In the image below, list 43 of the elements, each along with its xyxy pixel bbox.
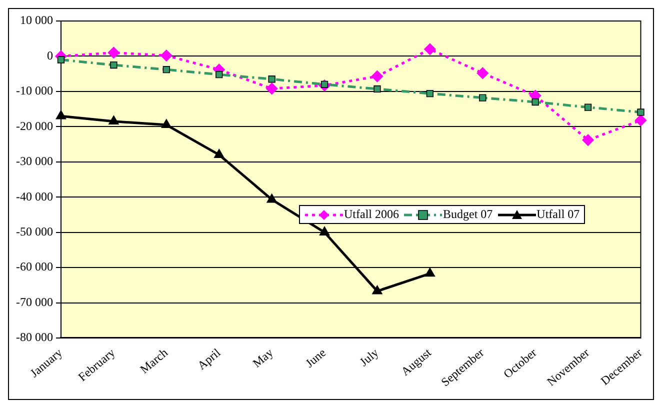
y-tick-label: -10 000 (16, 84, 53, 98)
point (266, 82, 278, 95)
point (110, 61, 118, 69)
x-tick-label: May (250, 345, 276, 370)
x-tick-label: July (356, 345, 382, 370)
point (424, 43, 436, 56)
point (476, 67, 489, 80)
point (214, 148, 224, 158)
point (584, 104, 592, 111)
y-tick-label: -60 000 (16, 260, 53, 274)
point (374, 85, 381, 93)
point (372, 285, 382, 294)
point (268, 76, 276, 83)
point (424, 268, 436, 277)
point (108, 115, 119, 125)
y-tick-label: -30 000 (16, 154, 53, 168)
legend-label: Utfall 2006 (344, 207, 399, 222)
point (634, 114, 647, 126)
legend-label: Utfall 07 (536, 207, 580, 222)
point (108, 46, 120, 59)
point (532, 98, 539, 106)
legend-label: Budget 07 (443, 207, 493, 222)
point (56, 110, 66, 120)
point (319, 226, 330, 236)
y-tick-label: 10 000 (20, 13, 53, 28)
y-tick-label: -50 000 (16, 224, 53, 238)
point (479, 94, 486, 102)
point (582, 134, 594, 146)
point (426, 90, 434, 98)
x-tick-label: June (302, 345, 328, 370)
point (637, 108, 644, 116)
point (266, 194, 277, 203)
y-tick-label: 0 (46, 48, 53, 62)
y-tick-label: -80 000 (16, 330, 53, 344)
point (160, 50, 172, 62)
y-tick-label: -70 000 (16, 294, 53, 309)
point (216, 70, 223, 78)
point (371, 70, 384, 82)
point (57, 56, 65, 64)
point (162, 66, 170, 74)
point (161, 119, 172, 128)
y-tick-label: -20 000 (16, 118, 53, 133)
y-tick-label: -40 000 (16, 189, 53, 204)
